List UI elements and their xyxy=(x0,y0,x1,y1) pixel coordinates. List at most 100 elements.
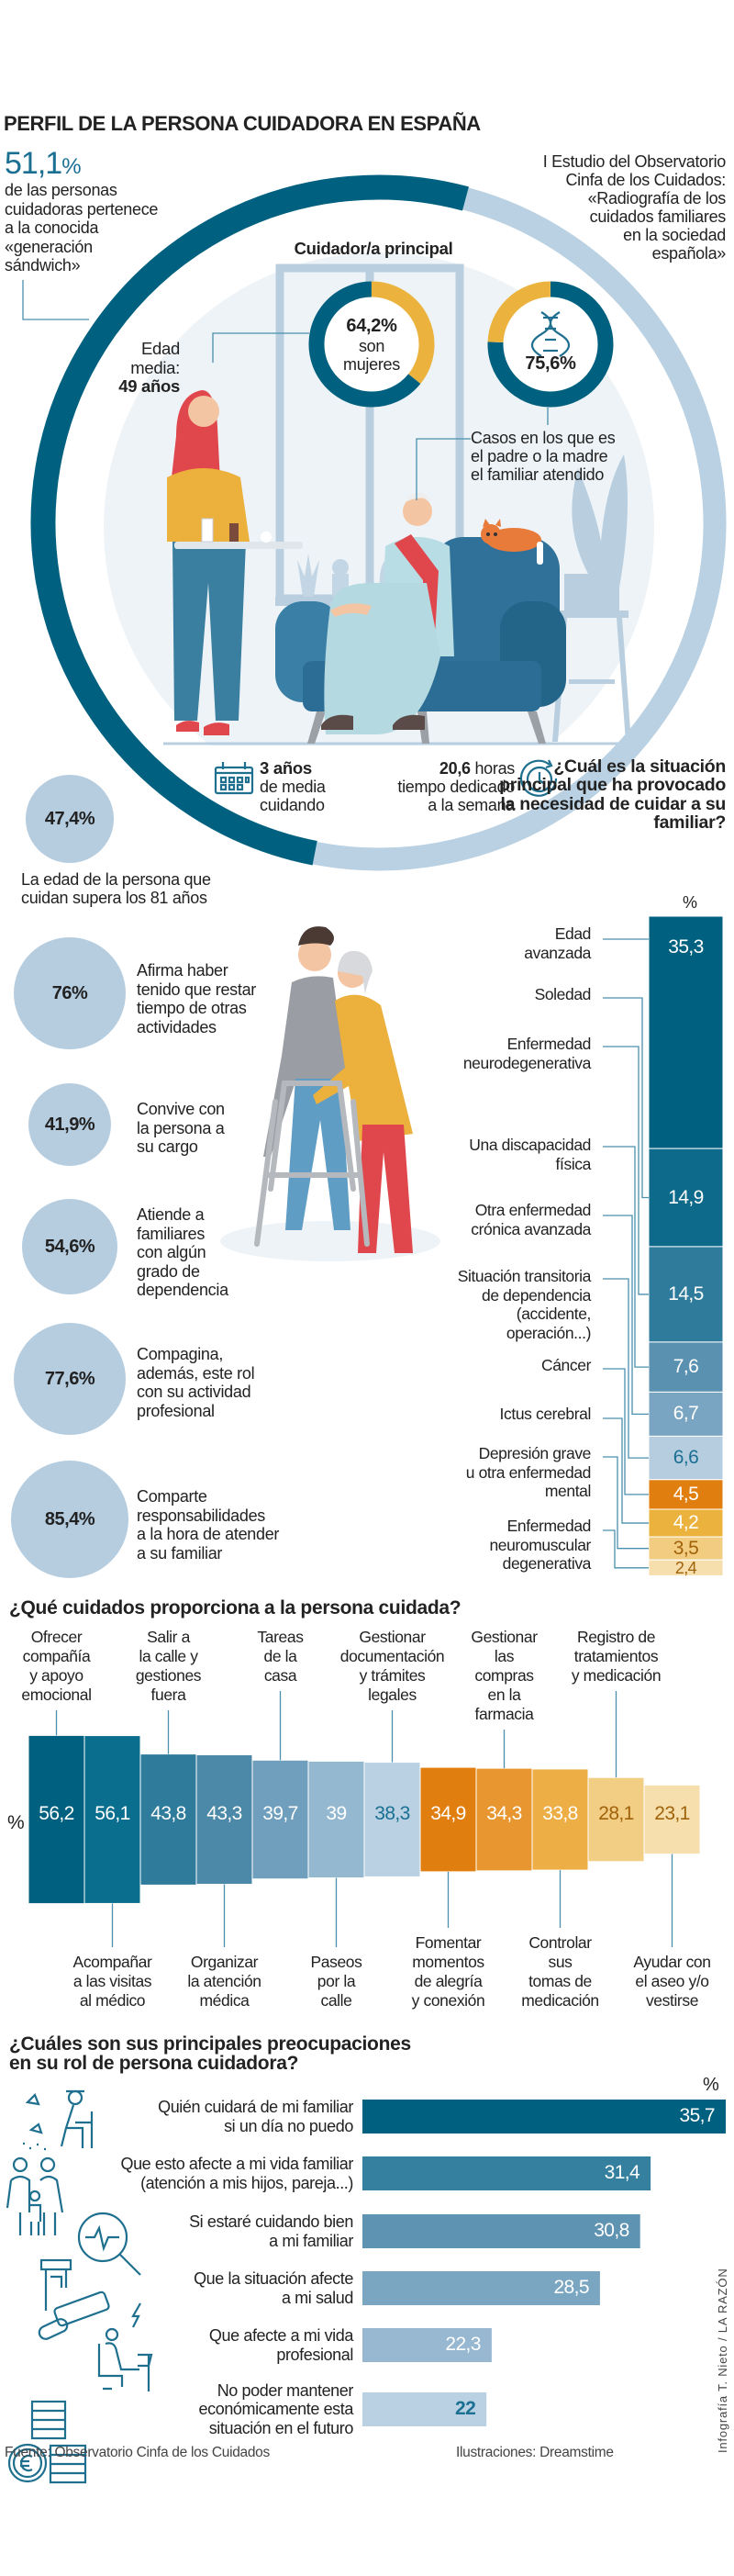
women-donut-women xyxy=(308,281,421,408)
situation-unit: % xyxy=(683,893,697,912)
care-task-bar xyxy=(419,1766,477,1873)
situation-value-label: 4,2 xyxy=(673,1512,699,1534)
care-task-value: 23,1 xyxy=(654,1803,690,1824)
care-task-label: Acompañar a las visitas al médico xyxy=(72,1953,152,2010)
situation-category-label: Una discapacidad física xyxy=(469,1136,591,1173)
care-task-label: Fomentar momentos de alegría y conexión xyxy=(411,1933,485,2010)
care-task-value: 38,3 xyxy=(374,1803,410,1824)
situation-value-label: 35,3 xyxy=(668,936,704,958)
caregiver-illustration xyxy=(167,390,566,1261)
hours-unit: horas xyxy=(470,759,515,778)
situation-category-label: Otra enfermedad crónica avanzada xyxy=(471,1201,591,1238)
situation-category-label: Situación transitoria de dependencia (ac… xyxy=(457,1267,592,1342)
care-task-label: Ayudar con el aseo y/o vestirse xyxy=(633,1953,711,2010)
concern-bar xyxy=(362,2156,651,2190)
hours-stat: 20,6 horas xyxy=(313,759,515,778)
situation-category-label: Depresión grave u otra enfermedad mental xyxy=(465,1444,592,1500)
care-task-bar xyxy=(195,1753,253,1886)
magnifier-pulse-icon xyxy=(77,2212,141,2276)
situation-question: ¿Cuál es la situación principal que ha p… xyxy=(499,756,726,834)
care-tasks-title: ¿Qué cuidados proporciona a la persona c… xyxy=(9,1597,462,1618)
concern-value: 22 xyxy=(455,2398,476,2419)
infographic-credit: Infografía T. Nieto / LA RAZÓN xyxy=(716,2268,729,2453)
women-donut-men xyxy=(371,281,435,384)
care-task-label: Salir a la calle y gestiones fuera xyxy=(135,1628,202,1704)
situation-leader-line xyxy=(603,1529,649,1569)
profile-icons xyxy=(214,311,571,797)
situation-leader-line xyxy=(603,1417,649,1524)
concern-bar xyxy=(362,2271,600,2305)
care-tasks-unit: % xyxy=(7,1812,25,1833)
concern-bar xyxy=(362,2328,492,2362)
fact-circle: 85,4% xyxy=(11,1461,128,1578)
parent-donut-rest xyxy=(487,281,551,343)
walker-illustration xyxy=(220,926,440,1261)
care-task-value: 34,9 xyxy=(430,1803,466,1824)
situation-leader-line xyxy=(603,1046,649,1295)
concerns-title: ¿Cuáles son sus principales preocupacion… xyxy=(9,2033,411,2074)
illustrations-credit: Ilustraciones: Dreamstime xyxy=(456,2445,614,2460)
fact-value: 77,6% xyxy=(44,1368,95,1389)
care-task-label: Gestionar las compras en la farmacia xyxy=(471,1628,538,1723)
hours-text: tiempo dedicado a la semana xyxy=(397,778,515,814)
fact-text: Compagina, además, este rol con su activ… xyxy=(137,1345,255,1420)
concern-value: 30,8 xyxy=(594,2220,629,2241)
fact-text: Comparte responsabilidades a la hora de … xyxy=(137,1487,280,1562)
fact-circle: 77,6% xyxy=(14,1323,126,1435)
situation-value-label: 4,5 xyxy=(673,1483,699,1505)
sandwich-ring-share xyxy=(30,174,469,866)
main-caregiver-heading: Cuidador/a principal xyxy=(294,239,453,258)
care-task-label: Organizar la atención médica xyxy=(187,1953,261,2010)
care-task-value: 56,1 xyxy=(95,1803,130,1824)
situation-category-label: Cáncer xyxy=(540,1356,591,1374)
average-age-value: 49 años xyxy=(118,376,180,396)
situation-leader-line xyxy=(603,1146,649,1368)
situation-category-label: Soledad xyxy=(534,985,592,1003)
elderly-person-icon xyxy=(23,2089,94,2151)
age81-circle: 47,4% xyxy=(26,775,114,863)
situation-bar-segment xyxy=(648,1391,724,1437)
fact-value: 54,6% xyxy=(44,1236,95,1257)
cat xyxy=(481,519,543,565)
care-task-label: Tareas de la casa xyxy=(257,1628,304,1685)
women-text: son mujeres xyxy=(343,337,400,374)
concern-value: 22,3 xyxy=(445,2334,481,2355)
concern-bar xyxy=(362,2214,640,2248)
sandwich-stat-value: 51,1 xyxy=(5,146,62,181)
fact-circle: 41,9% xyxy=(28,1083,111,1166)
situation-bar-segment xyxy=(648,915,724,1149)
care-task-value: 56,2 xyxy=(39,1803,74,1824)
page-title: PERFIL DE LA PERSONA CUIDADORA EN ESPAÑA xyxy=(4,112,481,135)
clock-icon xyxy=(519,759,558,797)
medication-icon xyxy=(38,2258,110,2340)
age81-value: 47,4% xyxy=(44,808,95,829)
care-task-label: Paseos por la calle xyxy=(310,1953,362,2010)
situation-value-label: 2,4 xyxy=(674,1558,697,1577)
elderly-person xyxy=(321,492,454,734)
fact-text: Convive con la persona a su cargo xyxy=(137,1100,225,1156)
situation-category-label: Ictus cerebral xyxy=(499,1405,592,1423)
average-age-label: Edad media: xyxy=(130,339,180,377)
situation-leader-line xyxy=(603,1368,649,1495)
situation-leader-line xyxy=(603,1278,649,1459)
leader-lines xyxy=(22,280,549,500)
concern-label: No poder mantener económicamente esta si… xyxy=(198,2380,354,2437)
concern-label: Si estaré cuidando bien a mi familiar xyxy=(189,2212,353,2250)
women-donut-center xyxy=(317,289,427,399)
concern-label: Que la situación afecte a mi salud xyxy=(194,2269,353,2307)
concern-bar xyxy=(362,2392,487,2426)
fact-circle: 54,6% xyxy=(22,1199,117,1294)
situation-value-label: 7,6 xyxy=(673,1356,699,1378)
situation-leader-line xyxy=(603,1456,649,1550)
years-value: 3 años xyxy=(260,758,312,778)
situation-category-label: Enfermedad neurodegenerativa xyxy=(462,1035,592,1072)
worker-stress-icon xyxy=(97,2302,153,2391)
years-text: de media cuidando xyxy=(260,778,326,814)
concern-label: Que afecte a mi vida profesional xyxy=(208,2326,353,2364)
situation-leader-line xyxy=(603,1215,649,1416)
concern-icons xyxy=(6,2089,153,2484)
concerns-unit: % xyxy=(703,2075,719,2095)
parent-donut-share xyxy=(487,281,614,408)
care-task-bar xyxy=(363,1762,421,1877)
